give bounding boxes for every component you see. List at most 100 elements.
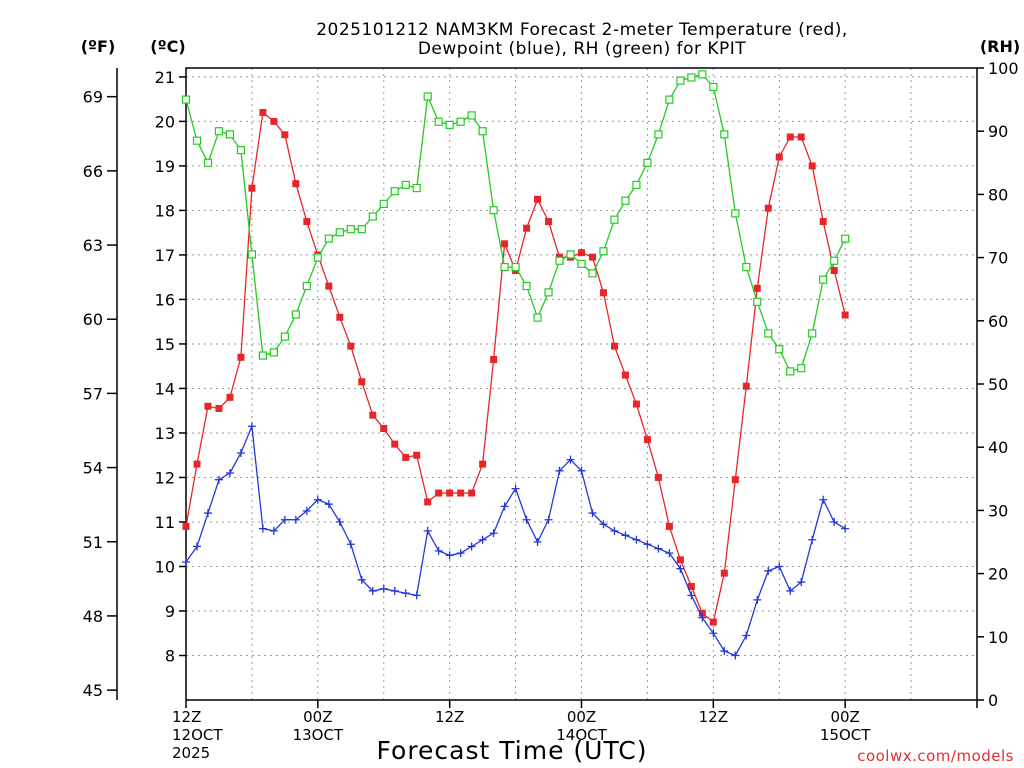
dewpoint-point	[577, 466, 586, 475]
rh-point	[346, 225, 355, 234]
rh-point	[192, 136, 202, 145]
rh-point	[379, 199, 388, 208]
celsius-tick-label: 9	[165, 602, 175, 621]
dewpoint-point	[445, 551, 454, 560]
rh-point	[181, 95, 191, 104]
temperature-point	[709, 618, 717, 626]
rh-point	[456, 117, 465, 126]
rh-point	[753, 297, 762, 306]
fahrenheit-tick-label: 54	[83, 459, 103, 478]
fahrenheit-tick-label: 57	[83, 384, 103, 403]
dewpoint-point	[544, 515, 553, 524]
rh-point	[335, 228, 344, 237]
x-tick-label-time: 00Z	[303, 708, 332, 726]
dewpoint-point	[379, 584, 388, 593]
rh-tick-label: 20	[988, 565, 1008, 584]
temperature-point	[204, 402, 212, 410]
x-tick-label-time: 12Z	[435, 708, 464, 726]
temperature-point	[424, 498, 432, 506]
rh-point	[489, 206, 498, 215]
dewpoint-point	[346, 540, 355, 549]
x-tick-label-date: 13OCT	[293, 726, 344, 744]
chart-gridlines	[186, 68, 977, 700]
rh-point	[269, 348, 278, 357]
dewpoint-point	[764, 566, 773, 575]
rh-point	[500, 262, 509, 272]
rh-point	[808, 329, 817, 338]
celsius-tick-label: 12	[155, 468, 175, 487]
rh-point	[533, 313, 542, 322]
fahrenheit-unit-label: (ºF)	[81, 37, 116, 56]
x-tick-label-date: 14OCT	[556, 726, 607, 744]
fahrenheit-tick-label: 48	[83, 607, 103, 626]
x-tick-label-year: 2025	[172, 744, 210, 762]
rh-point	[203, 158, 213, 167]
temperature-point	[479, 460, 487, 468]
rh-point	[654, 130, 663, 139]
rh-point	[291, 310, 300, 319]
dewpoint-point	[368, 586, 377, 595]
temperature-point	[215, 404, 223, 412]
celsius-unit-label: (ºC)	[150, 37, 185, 56]
chart-tick-labels: 45 48 51 54 57 60 63 66 69 8 9 10 11 12 13 14 15 16 17 18 19…	[83, 59, 1019, 762]
dewpoint-point	[698, 613, 707, 622]
dewpoint-point	[676, 564, 685, 573]
temperature-point	[808, 162, 816, 170]
rh-tick-label: 60	[988, 312, 1008, 331]
x-tick-label-time: 12Z	[699, 708, 728, 726]
rh-point	[368, 212, 377, 221]
dewpoint-point	[280, 515, 289, 524]
dewpoint-point	[182, 558, 190, 567]
x-axis-label: Forecast Time (UTC)	[377, 736, 648, 765]
rh-point	[258, 351, 268, 360]
temperature-point	[281, 131, 289, 139]
rh-point	[390, 187, 399, 196]
rh-point	[819, 275, 828, 284]
temperature-point	[621, 371, 629, 379]
dewpoint-point	[610, 526, 619, 535]
rh-point	[621, 196, 630, 205]
temperature-point	[457, 489, 465, 497]
rh-point	[632, 180, 641, 190]
temperature-point	[632, 400, 640, 408]
temperature-point	[435, 489, 443, 497]
dewpoint-point	[731, 651, 740, 660]
dewpoint-point	[720, 647, 729, 656]
temperature-point	[731, 476, 739, 484]
dewpoint-point	[500, 502, 509, 511]
dewpoint-point	[291, 515, 300, 524]
x-tick-label-time: 00Z	[830, 708, 859, 726]
dewpoint-point	[313, 495, 322, 504]
temperature-point	[369, 411, 377, 419]
rh-point	[225, 130, 235, 139]
temperature-point	[490, 356, 498, 364]
dewpoint-point	[390, 586, 399, 595]
celsius-tick-label: 11	[155, 513, 175, 532]
rh-point	[522, 281, 531, 291]
rh-point	[830, 256, 839, 265]
dewpoint-point	[786, 586, 795, 595]
rh-point	[412, 183, 421, 193]
dewpoint-point	[588, 509, 597, 518]
dewpoint-point	[225, 469, 234, 478]
celsius-tick-label: 19	[155, 157, 175, 176]
temperature-point	[676, 556, 684, 564]
rh-point	[665, 95, 674, 104]
rh-point	[324, 234, 333, 243]
rh-point	[544, 288, 553, 297]
rh-point	[555, 256, 564, 265]
temperature-point	[742, 382, 750, 390]
dewpoint-point	[258, 524, 267, 533]
temperature-point	[336, 313, 344, 321]
dewpoint-point	[775, 562, 784, 571]
chart-series	[181, 70, 850, 660]
rh-tick-label: 90	[988, 122, 1008, 141]
dewpoint-point	[665, 549, 674, 558]
dewpoint-point	[533, 538, 542, 546]
celsius-tick-label: 10	[155, 557, 175, 576]
fahrenheit-tick-label: 69	[83, 88, 103, 107]
temperature-point	[391, 440, 399, 448]
rh-point	[478, 127, 487, 136]
celsius-tick-label: 16	[155, 290, 175, 309]
